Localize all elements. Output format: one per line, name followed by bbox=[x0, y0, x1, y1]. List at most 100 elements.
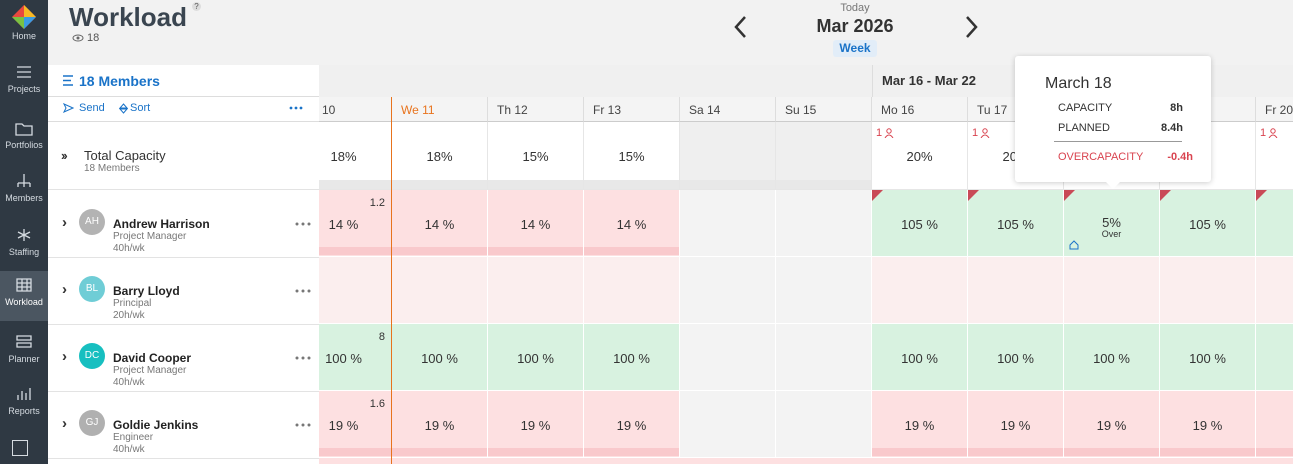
expand-row[interactable]: › bbox=[62, 348, 67, 365]
nav-item[interactable]: Planner bbox=[0, 328, 48, 378]
cell-value: 19 % bbox=[328, 418, 359, 433]
workload-cell[interactable]: 100 % bbox=[872, 324, 968, 391]
day-label: Th 12 bbox=[497, 103, 528, 117]
member-name[interactable]: Barry Lloyd bbox=[113, 284, 180, 298]
workload-cell[interactable]: 105 % bbox=[872, 190, 968, 257]
member-name[interactable]: Goldie Jenkins bbox=[113, 418, 199, 432]
workload-cell[interactable]: 19 % bbox=[488, 391, 584, 458]
workload-cell[interactable] bbox=[680, 257, 776, 324]
under-strip bbox=[319, 247, 391, 255]
row-menu[interactable] bbox=[295, 222, 311, 226]
workload-cell[interactable] bbox=[680, 391, 776, 458]
total-cell: 18% bbox=[319, 122, 392, 190]
workload-cell[interactable]: 5% Over bbox=[1064, 190, 1160, 257]
expand-row[interactable]: › bbox=[62, 415, 67, 432]
day-label: Mo 16 bbox=[881, 103, 915, 117]
members-count[interactable]: 18 Members bbox=[79, 73, 160, 89]
workload-cell[interactable] bbox=[776, 190, 872, 257]
workload-cell[interactable]: 100 % bbox=[392, 324, 488, 391]
day-label: Fr 20 bbox=[1265, 103, 1293, 117]
workload-cell[interactable]: 100 % bbox=[968, 324, 1064, 391]
workload-cell[interactable]: 100 % bbox=[584, 324, 680, 391]
workload-cell[interactable] bbox=[1064, 257, 1160, 324]
workload-cell[interactable] bbox=[1256, 391, 1293, 458]
mode-toggle[interactable]: Week bbox=[833, 40, 877, 57]
member-name[interactable]: David Cooper bbox=[113, 351, 192, 365]
workload-cell[interactable]: 100 % bbox=[488, 324, 584, 391]
workload-cell[interactable] bbox=[968, 257, 1064, 324]
nav-item[interactable]: Members bbox=[0, 167, 48, 217]
nav-item[interactable]: Home bbox=[0, 4, 48, 54]
total-value: 18% bbox=[426, 149, 453, 164]
workload-cell[interactable] bbox=[392, 257, 488, 324]
row-menu[interactable] bbox=[295, 423, 311, 427]
send-button[interactable]: Send bbox=[79, 102, 105, 114]
workload-cell[interactable]: 14 % bbox=[392, 190, 488, 257]
next-button[interactable] bbox=[963, 15, 979, 39]
member-name[interactable]: Andrew Harrison bbox=[113, 217, 210, 231]
workload-cell[interactable]: 19 % bbox=[584, 391, 680, 458]
workload-cell[interactable]: 100 % 8 bbox=[319, 324, 392, 391]
expand-row[interactable]: › bbox=[62, 281, 67, 298]
workload-cell[interactable] bbox=[1256, 324, 1293, 391]
row-menu[interactable] bbox=[295, 289, 311, 293]
workload-cell[interactable] bbox=[776, 257, 872, 324]
under-strip bbox=[1256, 448, 1293, 456]
expand-row[interactable]: › bbox=[62, 214, 67, 231]
workload-cell[interactable]: 100 % bbox=[1064, 324, 1160, 391]
prev-button[interactable] bbox=[733, 15, 749, 39]
workload-cell[interactable]: 105 % bbox=[1160, 190, 1256, 257]
row-divider bbox=[48, 458, 319, 459]
nav-item[interactable]: Portfolios bbox=[0, 114, 48, 164]
member-hours: 40h/wk bbox=[113, 377, 145, 388]
more-button[interactable] bbox=[289, 106, 303, 110]
under-strip bbox=[319, 448, 391, 456]
workload-cell[interactable] bbox=[1256, 190, 1293, 257]
workload-cell[interactable] bbox=[1160, 257, 1256, 324]
workload-cell[interactable]: 14 % 1.2 bbox=[319, 190, 392, 257]
workload-cell[interactable] bbox=[872, 257, 968, 324]
nav-item[interactable]: Reports bbox=[0, 380, 48, 430]
workload-cell[interactable] bbox=[1256, 257, 1293, 324]
workload-cell[interactable]: 19 % bbox=[1064, 391, 1160, 458]
under-strip bbox=[872, 448, 967, 456]
total-value: 18% bbox=[330, 149, 357, 164]
expand-all[interactable]: ›› bbox=[61, 148, 68, 163]
workload-cell[interactable] bbox=[488, 257, 584, 324]
over-flag bbox=[872, 190, 883, 201]
workload-cell[interactable] bbox=[680, 190, 776, 257]
workload-cell[interactable] bbox=[680, 324, 776, 391]
nav-label: Staffing bbox=[8, 247, 40, 257]
workload-cell[interactable]: 19 % bbox=[1160, 391, 1256, 458]
under-strip bbox=[968, 448, 1063, 456]
workload-cell[interactable]: 100 % bbox=[1160, 324, 1256, 391]
help-badge[interactable]: ? bbox=[192, 2, 201, 11]
workload-cell[interactable] bbox=[584, 257, 680, 324]
workload-cell[interactable]: 105 % bbox=[968, 190, 1064, 257]
workload-cell[interactable] bbox=[319, 257, 392, 324]
workload-cell[interactable]: 19 % bbox=[872, 391, 968, 458]
nav-item[interactable]: Staffing bbox=[0, 221, 48, 271]
sort-button[interactable]: Sort bbox=[130, 102, 151, 114]
workload-cell[interactable]: 19 % 1.6 bbox=[319, 391, 392, 458]
logo bbox=[12, 5, 36, 29]
total-sub: 18 Members bbox=[84, 163, 140, 174]
day-header bbox=[680, 97, 776, 122]
workload-cell[interactable]: 14 % bbox=[488, 190, 584, 257]
day-header bbox=[1256, 97, 1293, 122]
cell-sub: Over bbox=[1101, 229, 1122, 239]
nav-item[interactable]: Projects bbox=[0, 58, 48, 108]
tooltip-divider bbox=[1054, 141, 1182, 142]
workload-cell[interactable]: 14 % bbox=[584, 190, 680, 257]
workload-cell[interactable] bbox=[776, 391, 872, 458]
nav-item[interactable]: Workload bbox=[0, 271, 48, 321]
row-menu[interactable] bbox=[295, 356, 311, 360]
over-flag bbox=[968, 190, 979, 201]
workload-cell[interactable]: 19 % bbox=[392, 391, 488, 458]
cell-value: 100 % bbox=[997, 351, 1034, 366]
today-link[interactable]: Today bbox=[840, 2, 870, 14]
total-strip bbox=[488, 180, 583, 189]
workload-cell[interactable] bbox=[776, 324, 872, 391]
workload-cell[interactable]: 19 % bbox=[968, 391, 1064, 458]
